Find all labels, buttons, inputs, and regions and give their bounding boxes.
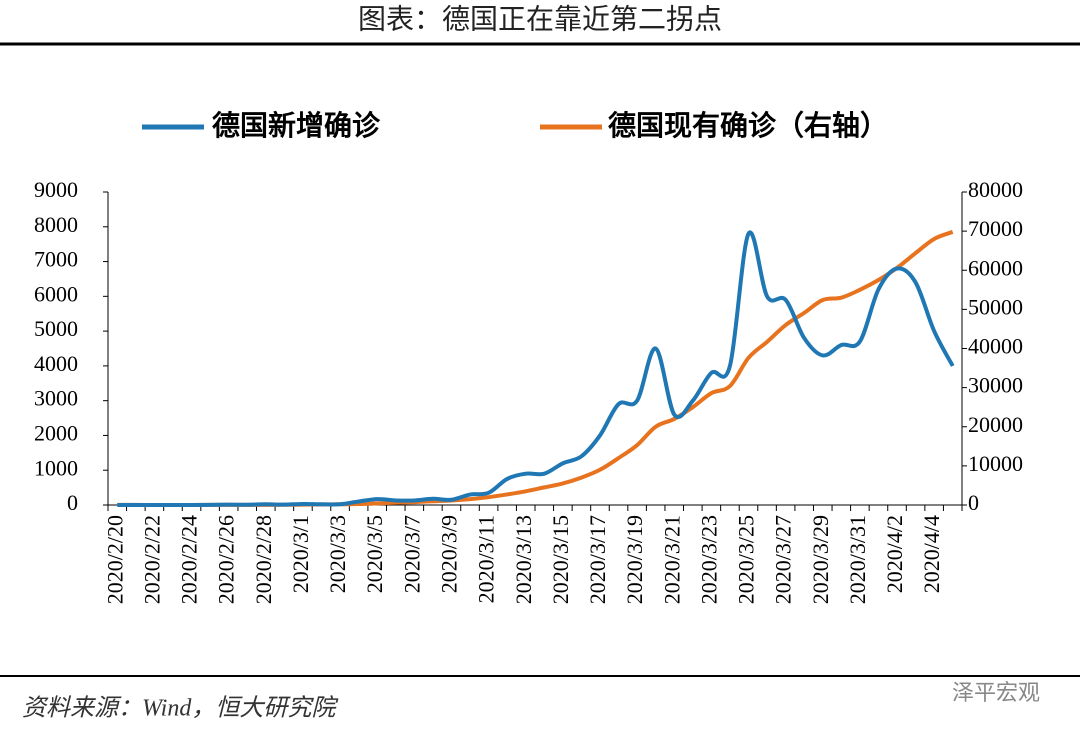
x-tick-label: 2020/3/25 — [734, 515, 759, 604]
x-tick-label: 2020/2/20 — [102, 515, 127, 604]
x-tick-label: 2020/3/3 — [325, 515, 350, 593]
y-tick-label: 6000 — [34, 281, 78, 306]
y-tick-label: 4000 — [34, 351, 78, 376]
x-tick-label: 2020/3/13 — [511, 515, 536, 604]
x-tick-label: 2020/3/31 — [845, 515, 870, 604]
x-tick-label: 2020/3/1 — [288, 515, 313, 593]
x-tick-label: 2020/3/15 — [548, 515, 573, 604]
legend-label: 德国现有确诊（右轴） — [608, 109, 888, 142]
x-tick-label: 2020/3/5 — [362, 515, 387, 593]
x-tick-label: 2020/3/29 — [808, 515, 833, 604]
watermark: 泽平宏观 — [952, 681, 1040, 706]
x-tick-label: 2020/3/7 — [399, 515, 424, 593]
series-line — [117, 230, 955, 508]
x-tick-label: 2020/3/19 — [622, 515, 647, 604]
y2-tick-label: 0 — [968, 490, 979, 515]
x-tick-label: 2020/2/26 — [214, 515, 239, 604]
x-tick-label: 2020/3/27 — [771, 515, 796, 604]
y2-tick-label: 10000 — [968, 451, 1023, 476]
y-tick-label: 2000 — [34, 420, 78, 445]
y2-tick-label: 70000 — [968, 216, 1023, 241]
x-tick-label: 2020/3/9 — [437, 515, 462, 593]
x-tick-label: 2020/3/23 — [696, 515, 721, 604]
y-tick-label: 0 — [67, 490, 78, 515]
y2-tick-label: 20000 — [968, 412, 1023, 437]
y2-tick-label: 50000 — [968, 294, 1023, 319]
y2-tick-label: 40000 — [968, 334, 1023, 359]
chart-title: 图表：德国正在靠近第二拐点 — [358, 3, 722, 35]
x-tick-label: 2020/2/24 — [177, 515, 202, 604]
x-tick-label: 2020/4/4 — [919, 515, 944, 593]
y-tick-label: 7000 — [34, 247, 78, 272]
x-tick-label: 2020/4/2 — [882, 515, 907, 593]
x-tick-label: 2020/3/21 — [659, 515, 684, 604]
y-tick-label: 5000 — [34, 316, 78, 341]
y-tick-label: 8000 — [34, 212, 78, 237]
x-tick-label: 2020/2/22 — [139, 515, 164, 604]
y-tick-label: 3000 — [34, 386, 78, 411]
y2-tick-label: 80000 — [968, 177, 1023, 202]
source: 资料来源：Wind，恒大研究院 — [22, 695, 339, 722]
y-tick-label: 1000 — [34, 455, 78, 480]
x-tick-label: 2020/2/28 — [251, 515, 276, 604]
x-tick-label: 2020/3/17 — [585, 515, 610, 604]
y2-tick-label: 30000 — [968, 373, 1023, 398]
legend-label: 德国新增确诊 — [212, 109, 381, 142]
y-tick-label: 9000 — [34, 177, 78, 202]
series-line — [117, 230, 954, 507]
y2-tick-label: 60000 — [968, 255, 1023, 280]
x-tick-label: 2020/3/11 — [474, 515, 499, 603]
